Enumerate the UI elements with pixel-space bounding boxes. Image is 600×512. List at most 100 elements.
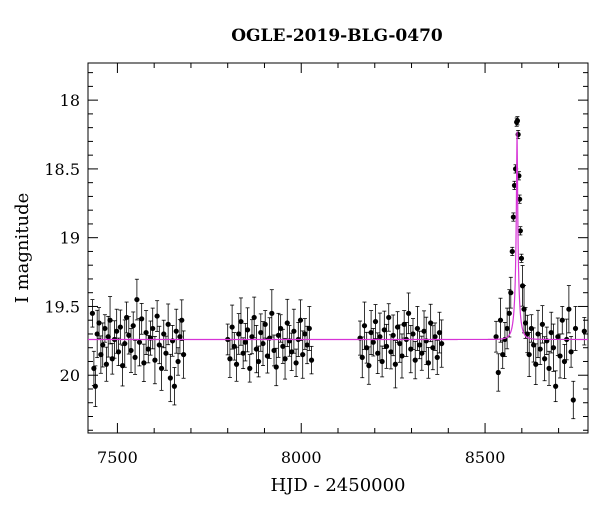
data-point	[581, 328, 587, 334]
data-point	[555, 334, 561, 340]
data-point	[511, 182, 518, 189]
plot-frame	[87, 62, 589, 434]
data-point	[366, 363, 372, 369]
data-point	[506, 310, 512, 316]
data-point	[103, 361, 109, 367]
data-point	[430, 345, 436, 351]
data-point	[229, 324, 235, 330]
data-point	[517, 228, 523, 234]
data-point	[141, 360, 147, 366]
data-point	[537, 346, 543, 352]
data-point	[253, 346, 259, 352]
x-axis-label: HJD - 2450000	[270, 475, 405, 496]
data-point	[98, 351, 104, 358]
data-point	[233, 361, 240, 367]
data-point	[100, 342, 106, 348]
data-point	[175, 358, 181, 365]
data-point	[508, 290, 514, 296]
data-point	[126, 332, 132, 338]
data-point	[244, 327, 251, 333]
data-point	[92, 383, 98, 389]
data-point	[171, 383, 177, 389]
data-point	[379, 358, 385, 365]
model-curve	[88, 131, 588, 341]
y-tick-label: 20	[60, 366, 80, 385]
data-point	[439, 340, 445, 347]
data-point	[419, 350, 425, 356]
data-point	[291, 328, 297, 334]
data-point	[522, 320, 529, 326]
data-point	[132, 354, 138, 360]
data-point	[518, 255, 525, 261]
data-point	[392, 361, 398, 367]
data-point	[293, 360, 299, 366]
tick-marks	[88, 63, 588, 433]
error-bars	[90, 116, 587, 420]
data-point	[115, 349, 122, 355]
data-point	[143, 329, 149, 336]
data-point	[377, 334, 383, 340]
data-point	[262, 321, 268, 327]
data-point	[308, 357, 315, 363]
data-point	[542, 356, 548, 362]
data-point	[361, 323, 368, 329]
data-point	[128, 347, 134, 354]
data-point	[124, 314, 130, 321]
data-point	[156, 342, 162, 348]
data-point	[528, 325, 534, 332]
data-point	[96, 320, 102, 326]
data-points	[89, 118, 587, 403]
data-point	[509, 248, 515, 255]
data-point	[158, 365, 165, 371]
data-point	[388, 349, 394, 355]
data-point	[557, 353, 563, 359]
x-tick-label: 7500	[97, 448, 138, 467]
data-point	[102, 325, 108, 332]
data-point	[282, 356, 288, 362]
y-tick-label: 18	[60, 91, 80, 110]
data-point	[264, 353, 271, 359]
data-point	[180, 351, 187, 358]
data-point	[428, 320, 434, 326]
data-point	[145, 346, 151, 352]
data-point	[114, 328, 120, 334]
data-point	[514, 118, 521, 124]
data-point	[533, 361, 539, 367]
data-point	[304, 342, 310, 348]
x-tick-labels: 7500 8000 8500	[97, 448, 505, 467]
data-point	[493, 334, 499, 340]
data-point	[117, 324, 123, 330]
data-point	[359, 354, 365, 360]
data-point	[517, 196, 523, 202]
data-point	[255, 358, 262, 365]
data-point	[242, 339, 248, 345]
data-point	[570, 397, 576, 403]
data-point	[368, 329, 374, 336]
data-point	[510, 214, 516, 220]
data-point	[434, 354, 440, 360]
y-tick-label: 18.5	[44, 160, 80, 179]
data-point	[154, 313, 160, 319]
data-point	[161, 331, 167, 337]
data-point	[130, 323, 136, 329]
data-point	[436, 329, 443, 336]
data-point	[561, 358, 568, 365]
data-point	[412, 357, 418, 363]
chart-title: OGLE-2019-BLG-0470	[231, 26, 443, 46]
data-point	[94, 331, 100, 337]
data-point	[383, 343, 390, 349]
data-point	[109, 356, 115, 362]
data-point	[550, 345, 557, 351]
data-point	[134, 296, 140, 303]
data-point	[539, 321, 546, 327]
data-point	[269, 310, 275, 316]
data-point	[401, 321, 407, 327]
data-point	[390, 332, 396, 338]
data-point	[236, 331, 242, 337]
data-point	[572, 325, 579, 332]
data-point	[535, 331, 541, 337]
data-point	[521, 306, 527, 312]
data-point	[500, 351, 506, 358]
data-point	[504, 325, 510, 332]
